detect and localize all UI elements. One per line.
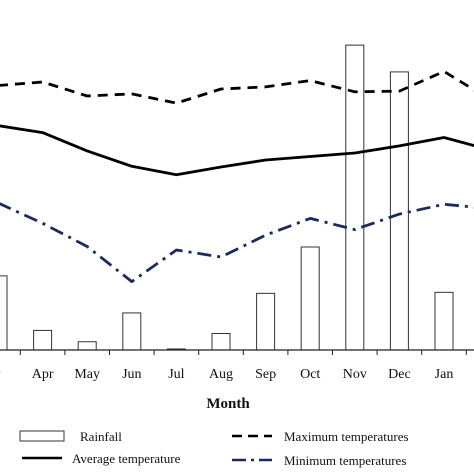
legend-rainfall-label: Rainfall (80, 429, 122, 444)
legend: Rainfall Average temperature Maximum tem… (19, 429, 409, 468)
legend-average-label: Average temperature (72, 451, 181, 466)
x-tick-label-sep: Sep (255, 367, 276, 382)
x-axis-title: Month (206, 396, 250, 412)
rainfall-bar-aug (211, 333, 231, 351)
x-tick-label-may: May (74, 367, 100, 382)
minimum-temperatures-line (0, 202, 474, 284)
rainfall-bar-apr (33, 329, 53, 351)
x-tick-label-jan: Jan (435, 367, 454, 382)
x-tick-label-jul: Jul (168, 367, 184, 382)
rainfall-bar-sep (256, 292, 276, 351)
rainfall-bar-mar (0, 275, 8, 351)
x-tick-label-aug: Aug (209, 367, 233, 382)
maximum-temperatures-line (0, 70, 474, 105)
temperature-lines (0, 70, 474, 284)
x-tick-label-jun: Jun (122, 367, 141, 382)
rainfall-bar-oct (300, 246, 320, 351)
legend-rainfall-swatch (19, 430, 65, 442)
x-tick-label-r: r (0, 367, 1, 382)
rainfall-bar-jun (122, 312, 142, 351)
x-tick-label-oct: Oct (300, 367, 320, 382)
rainfall-bar-dec (389, 71, 409, 351)
x-axis-ticks (19, 350, 467, 355)
x-tick-label-apr: Apr (32, 367, 54, 382)
rainfall-bar-jan (434, 291, 454, 351)
rainfall-bars (0, 44, 454, 351)
average-temperature-line (0, 124, 474, 177)
legend-minimum-label: Minimum temperatures (284, 453, 406, 468)
x-tick-label-nov: Nov (343, 367, 367, 382)
x-tick-label-dec: Dec (388, 367, 411, 382)
legend-maximum-label: Maximum temperatures (284, 429, 409, 444)
x-axis-tick-labels: r Apr May Jun Jul Aug Sep Oct Nov Dec Jan (0, 367, 453, 382)
rainfall-bar-may (77, 341, 97, 351)
